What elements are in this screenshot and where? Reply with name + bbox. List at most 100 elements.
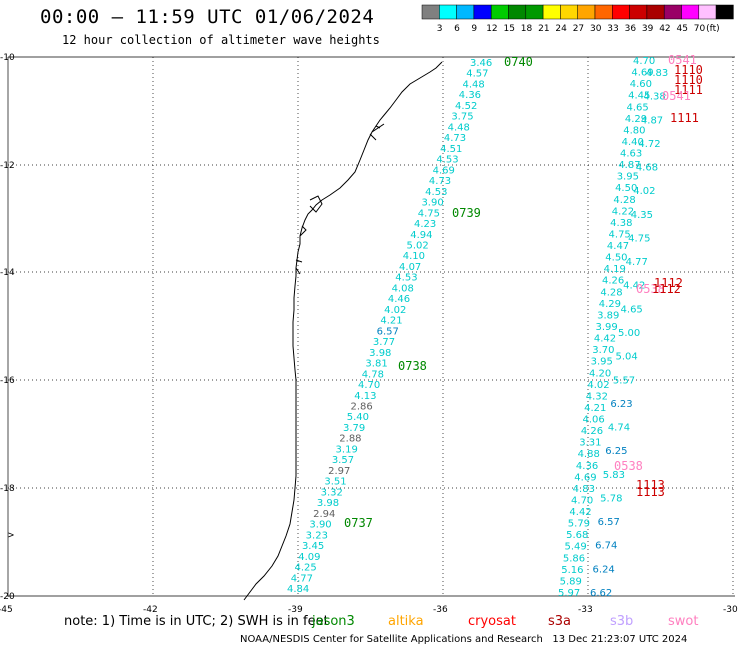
legend-sat-swot: swot	[668, 614, 698, 629]
swh-value: 5.04	[615, 352, 637, 363]
swh-value: 4.80	[623, 125, 645, 136]
swh-value: 4.29	[599, 299, 621, 310]
lat-lon-grid: -45 -42 -39 -36 -33 -30 -10 -12 -14 -16 -18 -20	[0, 53, 738, 615]
swh-value: 5.00	[618, 328, 640, 339]
swh-value: 4.52	[455, 101, 477, 112]
lat-label: -10	[0, 53, 15, 63]
swh-value: 4.29	[625, 114, 647, 125]
coastline	[243, 61, 443, 601]
swh-value: 4.06	[582, 415, 604, 426]
swh-value: 4.35	[631, 210, 653, 221]
swh-value: 4.22	[612, 206, 634, 217]
swh-value: 4.40	[622, 137, 644, 148]
swh-value: 4.42	[594, 334, 616, 345]
swh-value: 5.02	[407, 240, 429, 251]
legend-sat-jason3: jason3	[311, 614, 355, 629]
swh-value: 4.02	[633, 186, 655, 197]
colorbar-swatch	[525, 4, 544, 20]
swh-value: 4.26	[602, 276, 624, 287]
lat-label: -20	[0, 592, 15, 602]
swh-value: 4.46	[388, 294, 410, 305]
colorbar-label: 21	[538, 24, 549, 34]
colorbar-swatch	[646, 4, 665, 20]
swh-value: 4.28	[613, 195, 635, 206]
colorbar: 3 6 9 12 15 18 21 24 27 30 33 36 39 42 45 70 (ft)	[421, 4, 734, 34]
lat-label: -16	[0, 376, 15, 386]
swh-value: 4.73	[429, 176, 451, 187]
swh-value: 4.87	[618, 160, 640, 171]
pass-time-labels: 0740 0739 0738 0737	[344, 55, 533, 530]
swh-value: 4.02	[384, 305, 406, 316]
swh-value: 5.57	[613, 375, 635, 386]
swh-value: 4.75	[609, 229, 631, 240]
colorbar-label: 9	[471, 24, 477, 34]
swh-value: 3.79	[343, 423, 365, 434]
swh-value: 4.09	[298, 552, 320, 563]
legend-sat-s3b: s3b	[610, 614, 633, 629]
east-track-values: 4.704.694.604.454.654.294.804.404.634.87…	[558, 56, 655, 599]
colorbar-label: 36	[625, 24, 637, 34]
swh-value: 3.95	[591, 357, 613, 368]
lon-label: -39	[288, 605, 303, 615]
west-track-values: 3.464.574.484.364.523.754.484.734.514.53…	[287, 58, 492, 595]
colorbar-swatch	[612, 4, 630, 20]
swh-value: 4.08	[392, 283, 414, 294]
swh-value: 4.88	[578, 449, 600, 460]
swh-value: 4.45	[628, 91, 650, 102]
pass-time-label: 0739	[452, 206, 481, 220]
swh-value: 3.81	[365, 359, 387, 370]
swh-value: 4.50	[605, 253, 627, 264]
other-sat-label: 1110	[674, 73, 703, 87]
swh-value: 6.57	[598, 517, 620, 528]
swh-value: 3.75	[451, 112, 473, 123]
colorbar-swatch	[577, 4, 596, 20]
map-subtitle: 12 hour collection of altimeter wave hei…	[62, 33, 380, 47]
colorbar-label: 15	[504, 24, 515, 34]
swh-value: 4.69	[631, 68, 653, 79]
swh-value: 4.70	[571, 495, 593, 506]
swh-value: 4.83	[646, 68, 668, 79]
legend-sat-altika: altika	[388, 614, 424, 629]
swh-value: 3.31	[579, 438, 601, 449]
swh-value: 3.51	[324, 477, 346, 488]
swh-value: 5.40	[347, 412, 369, 423]
colorbar-label: 6	[454, 24, 460, 34]
lat-label: -14	[0, 268, 15, 278]
swh-value: 4.36	[459, 90, 481, 101]
swh-value: 3.77	[373, 337, 395, 348]
swh-value: 3.57	[332, 455, 354, 466]
swh-value: 5.49	[565, 542, 587, 553]
other-sat-label: 0538	[636, 282, 665, 296]
swh-value: 2.86	[350, 402, 372, 413]
swh-value: 4.38	[643, 92, 665, 103]
swh-value: 4.26	[581, 426, 603, 437]
colorbar-label: 39	[642, 24, 654, 34]
satellite-legend: note: 1) Time is in UTC; 2) SWH is in fe…	[64, 614, 698, 629]
swh-value: 6.25	[605, 446, 627, 457]
swh-value: 4.83	[573, 484, 595, 495]
other-sat-label: 1110	[674, 63, 703, 77]
colorbar-swatch	[698, 4, 717, 20]
swh-value: 3.98	[369, 348, 391, 359]
colorbar-swatch	[421, 4, 440, 20]
footer: NOAA/NESDIS Center for Satellite Applica…	[240, 634, 687, 645]
swh-value: 4.65	[621, 304, 643, 315]
swh-value: 4.48	[463, 79, 485, 90]
swh-value: 6.23	[610, 399, 632, 410]
swh-value: 4.70	[633, 56, 655, 67]
swh-value: 4.48	[448, 122, 470, 133]
swh-value: 4.19	[604, 264, 626, 275]
swh-value: 4.77	[291, 573, 313, 584]
swh-value: 4.13	[354, 391, 376, 402]
swh-value: 3.90	[421, 198, 443, 209]
other-satellite-labels: 0541111011101111054111111112053811120538…	[614, 53, 703, 499]
colorbar-label: 18	[521, 24, 533, 34]
legend-sat-s3a: s3a	[548, 614, 571, 629]
swh-value: 3.98	[317, 498, 339, 509]
swh-value: 3.19	[336, 444, 358, 455]
colorbar-swatch	[456, 4, 475, 20]
colorbar-label: 42	[659, 24, 670, 34]
swh-value: 4.38	[610, 218, 632, 229]
swh-value: 3.89	[597, 310, 619, 321]
swh-value: 4.20	[589, 368, 611, 379]
